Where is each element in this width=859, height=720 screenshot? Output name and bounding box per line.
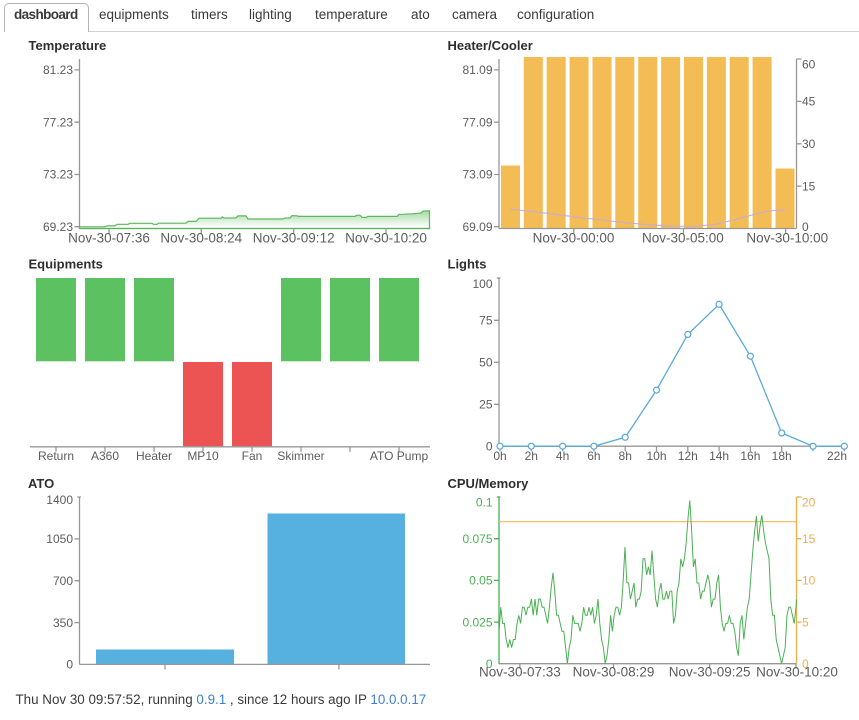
svg-text:Return: Return [38,449,74,463]
svg-text:ATO: ATO [28,476,54,491]
svg-text:0: 0 [66,657,73,671]
svg-text:Temperature: Temperature [29,38,107,53]
svg-text:350: 350 [53,616,73,630]
svg-text:0: 0 [486,657,493,671]
svg-text:4h: 4h [556,449,569,463]
svg-text:Nov-30-07:36: Nov-30-07:36 [68,231,150,246]
svg-text:77.09: 77.09 [462,115,492,129]
svg-text:22h: 22h [827,449,847,463]
svg-text:Nov-30-10:00: Nov-30-10:00 [746,231,828,246]
svg-text:50: 50 [479,356,493,370]
svg-text:77.23: 77.23 [43,115,73,129]
svg-text:81.09: 81.09 [462,63,492,77]
svg-text:6h: 6h [587,449,600,463]
svg-text:25: 25 [479,398,493,412]
svg-text:0: 0 [802,220,809,234]
svg-text:18h: 18h [772,449,792,463]
svg-text:73.23: 73.23 [43,168,73,182]
svg-text:Nov-30-10:20: Nov-30-10:20 [756,665,838,680]
svg-text:0: 0 [802,657,809,671]
svg-text:20: 20 [802,496,816,510]
svg-text:45: 45 [802,95,816,109]
svg-text:15: 15 [802,179,816,193]
svg-text:16h: 16h [740,449,760,463]
svg-text:73.09: 73.09 [462,168,492,182]
svg-text:60: 60 [802,58,816,72]
svg-text:ATO Pump: ATO Pump [370,449,429,463]
svg-text:75: 75 [479,314,493,328]
svg-text:14h: 14h [709,449,729,463]
svg-text:15: 15 [802,532,816,546]
svg-text:0: 0 [486,440,493,454]
svg-text:10: 10 [802,574,816,588]
svg-text:CPU/Memory: CPU/Memory [448,476,530,491]
svg-text:Nov-30-09:12: Nov-30-09:12 [253,231,335,246]
svg-text:100: 100 [472,277,492,291]
svg-text:0h: 0h [493,449,506,463]
svg-text:A360: A360 [91,449,119,463]
svg-text:MP10: MP10 [187,449,219,463]
svg-text:700: 700 [53,574,73,588]
svg-text:8h: 8h [619,449,632,463]
svg-text:Skimmer: Skimmer [277,449,324,463]
svg-text:0.025: 0.025 [462,615,492,629]
svg-text:Nov-30-08:24: Nov-30-08:24 [160,231,242,246]
svg-text:Nov-30-08:29: Nov-30-08:29 [573,665,655,680]
svg-text:Nov-30-00:00: Nov-30-00:00 [533,231,615,246]
svg-text:30: 30 [802,137,816,151]
svg-text:0.075: 0.075 [462,532,492,546]
svg-text:0.05: 0.05 [469,574,493,588]
svg-text:81.23: 81.23 [43,63,73,77]
svg-text:5: 5 [802,615,809,629]
svg-text:Fan: Fan [242,449,263,463]
svg-text:Nov-30-09:25: Nov-30-09:25 [669,665,751,680]
svg-text:Nov-30-10:20: Nov-30-10:20 [345,231,427,246]
svg-text:Equipments: Equipments [29,257,103,272]
svg-text:1050: 1050 [46,532,73,546]
svg-text:10h: 10h [646,449,666,463]
svg-text:Nov-30-05:00: Nov-30-05:00 [642,231,724,246]
svg-text:69.23: 69.23 [43,220,73,234]
svg-text:Nov-30-07:33: Nov-30-07:33 [479,665,561,680]
svg-text:Lights: Lights [448,257,487,272]
svg-text:12h: 12h [678,449,698,463]
svg-text:0.1: 0.1 [476,496,493,510]
svg-text:1400: 1400 [46,493,73,507]
svg-text:2h: 2h [525,449,538,463]
svg-text:Heater: Heater [136,449,172,463]
svg-text:Heater/Cooler: Heater/Cooler [448,38,533,53]
svg-text:69.09: 69.09 [462,220,492,234]
